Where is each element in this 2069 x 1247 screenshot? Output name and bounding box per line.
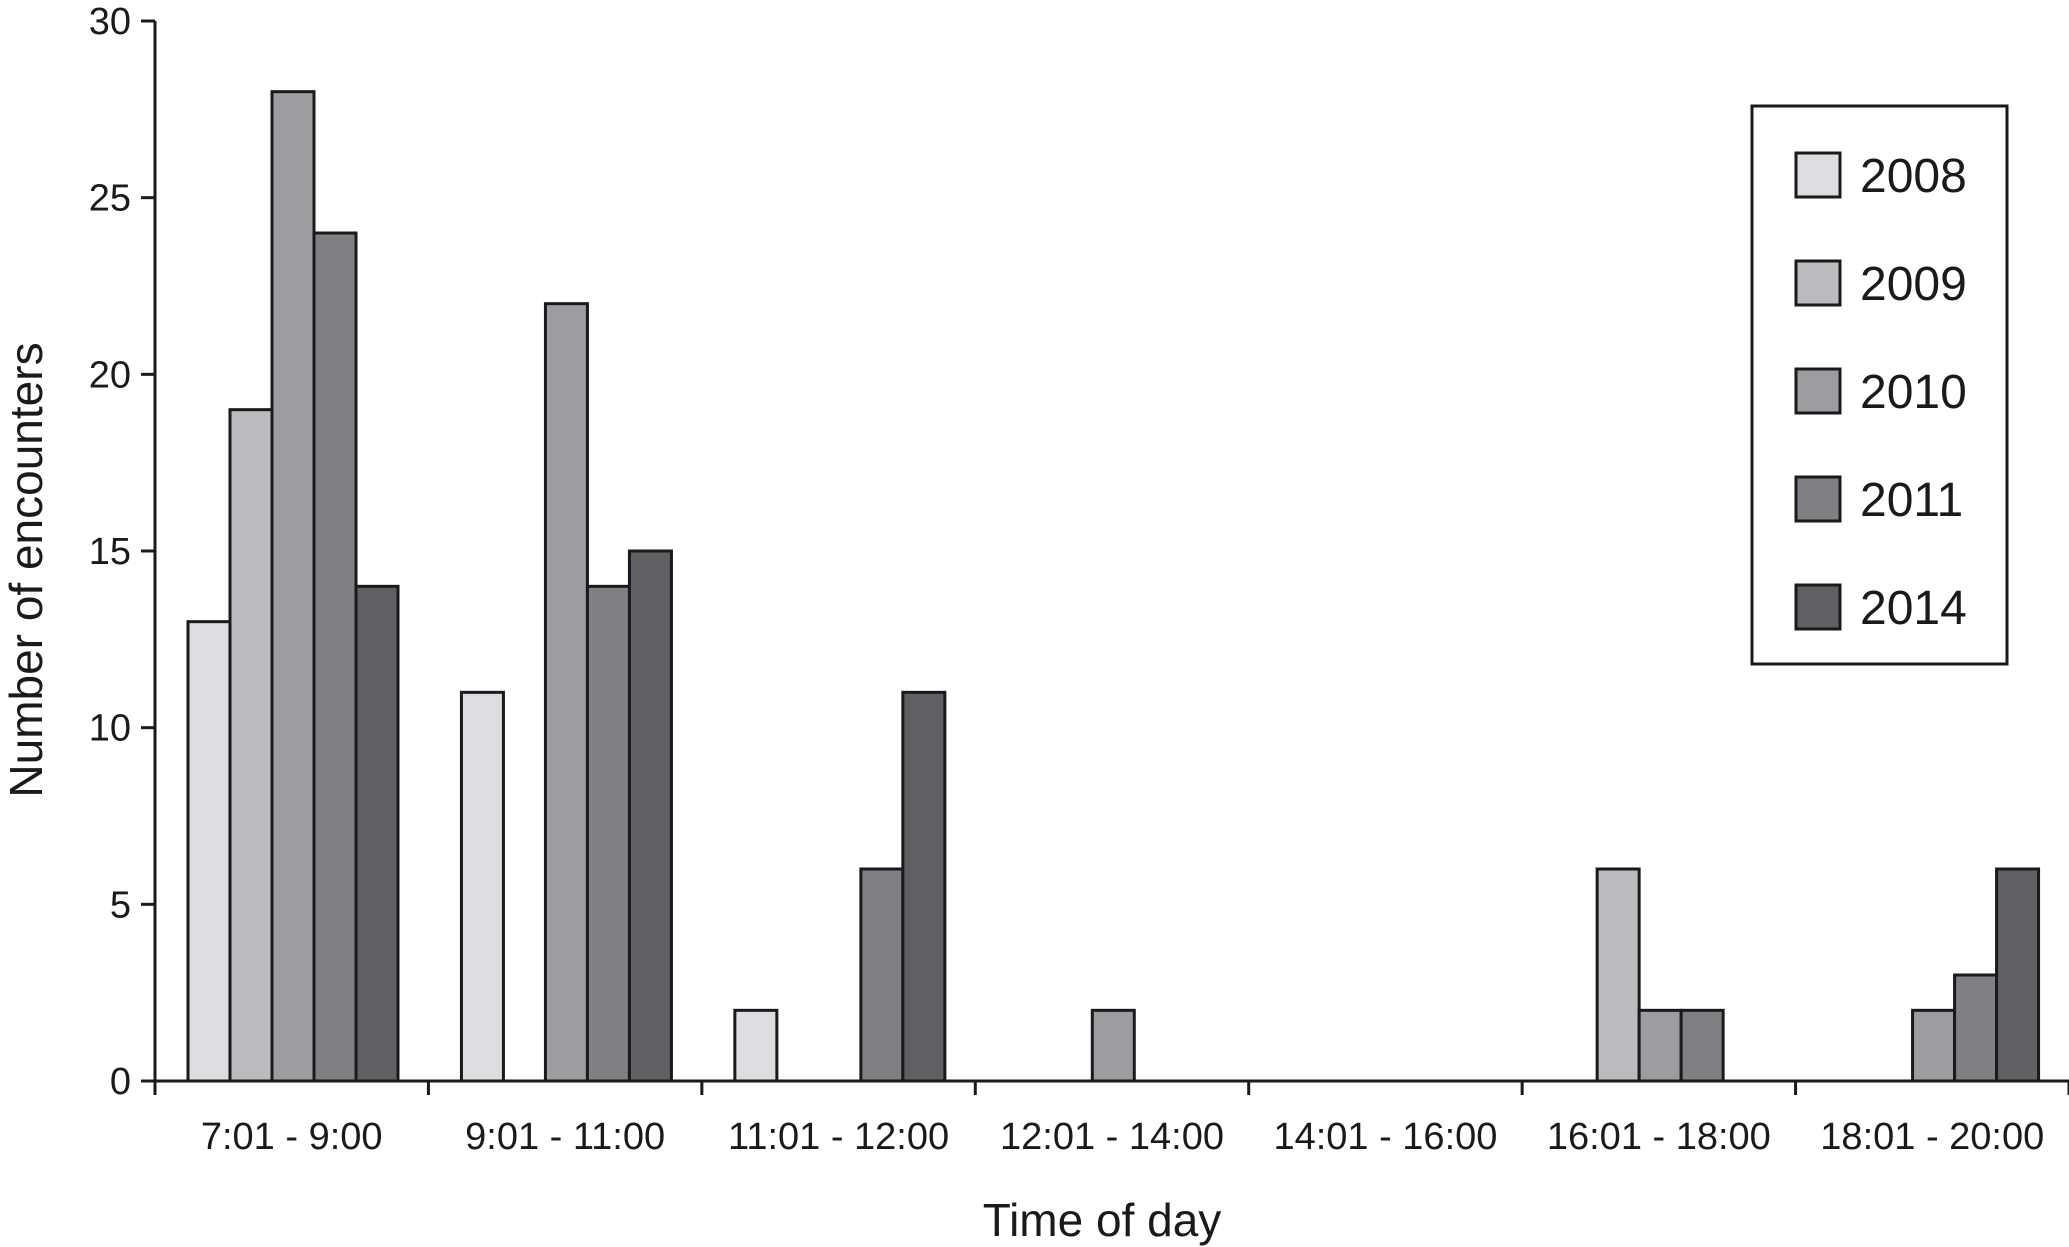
bar bbox=[1953, 973, 1999, 1083]
bar bbox=[1637, 1008, 1683, 1083]
bar bbox=[1995, 867, 2041, 1083]
legend-label: 2014 bbox=[1860, 582, 1967, 635]
bar bbox=[627, 549, 673, 1083]
x-tick-label: 18:01 - 20:00 bbox=[1820, 1116, 2044, 1158]
y-tick-label: 25 bbox=[89, 178, 131, 220]
x-tick-label: 16:01 - 18:00 bbox=[1547, 1116, 1771, 1158]
legend-label: 2011 bbox=[1860, 474, 1963, 527]
bar bbox=[733, 1008, 779, 1083]
y-ticks: 0 5 10 15 20 25 30 bbox=[89, 1, 155, 1103]
bar bbox=[543, 302, 589, 1083]
bar bbox=[901, 690, 947, 1083]
x-tick-label: 11:01 - 12:00 bbox=[728, 1116, 949, 1158]
bar bbox=[1595, 867, 1641, 1083]
y-tick-label: 0 bbox=[110, 1061, 131, 1103]
bar bbox=[459, 690, 505, 1083]
bars-group bbox=[186, 90, 2041, 1083]
legend-swatch bbox=[1794, 259, 1842, 307]
bar bbox=[228, 408, 274, 1083]
bar bbox=[186, 620, 232, 1083]
y-tick-label: 5 bbox=[110, 884, 131, 926]
bar bbox=[270, 90, 316, 1083]
legend-swatch bbox=[1794, 475, 1842, 523]
legend-label: 2010 bbox=[1860, 366, 1967, 419]
legend-swatch bbox=[1794, 367, 1842, 415]
legend-label: 2008 bbox=[1860, 150, 1967, 203]
legend-swatch bbox=[1794, 583, 1842, 631]
bar bbox=[1090, 1008, 1136, 1083]
legend: 2008 2009 2010 2011 2014 bbox=[1750, 104, 2009, 666]
bar bbox=[585, 584, 631, 1083]
x-tick-label: 7:01 - 9:00 bbox=[201, 1116, 383, 1158]
legend-label: 2009 bbox=[1860, 258, 1967, 311]
bar bbox=[859, 867, 905, 1083]
bar bbox=[354, 584, 400, 1083]
y-tick-label: 20 bbox=[89, 354, 131, 396]
y-tick-label: 30 bbox=[89, 1, 131, 43]
x-tick-label: 14:01 - 16:00 bbox=[1273, 1116, 1497, 1158]
x-tick-label: 12:01 - 14:00 bbox=[1000, 1116, 1224, 1158]
bar bbox=[1679, 1008, 1725, 1083]
x-axis-title: Time of day bbox=[983, 1194, 1222, 1246]
y-tick-label: 15 bbox=[89, 531, 131, 573]
bar bbox=[312, 231, 358, 1083]
x-tick-label: 9:01 - 11:00 bbox=[465, 1116, 665, 1158]
y-tick-label: 10 bbox=[89, 708, 131, 750]
y-axis-title: Number of encounters bbox=[0, 342, 52, 797]
x-ticks: 7:01 - 9:00 9:01 - 11:00 11:01 - 12:00 12:0… bbox=[153, 1081, 2069, 1158]
legend-swatch bbox=[1794, 151, 1842, 199]
bar bbox=[1911, 1008, 1957, 1083]
